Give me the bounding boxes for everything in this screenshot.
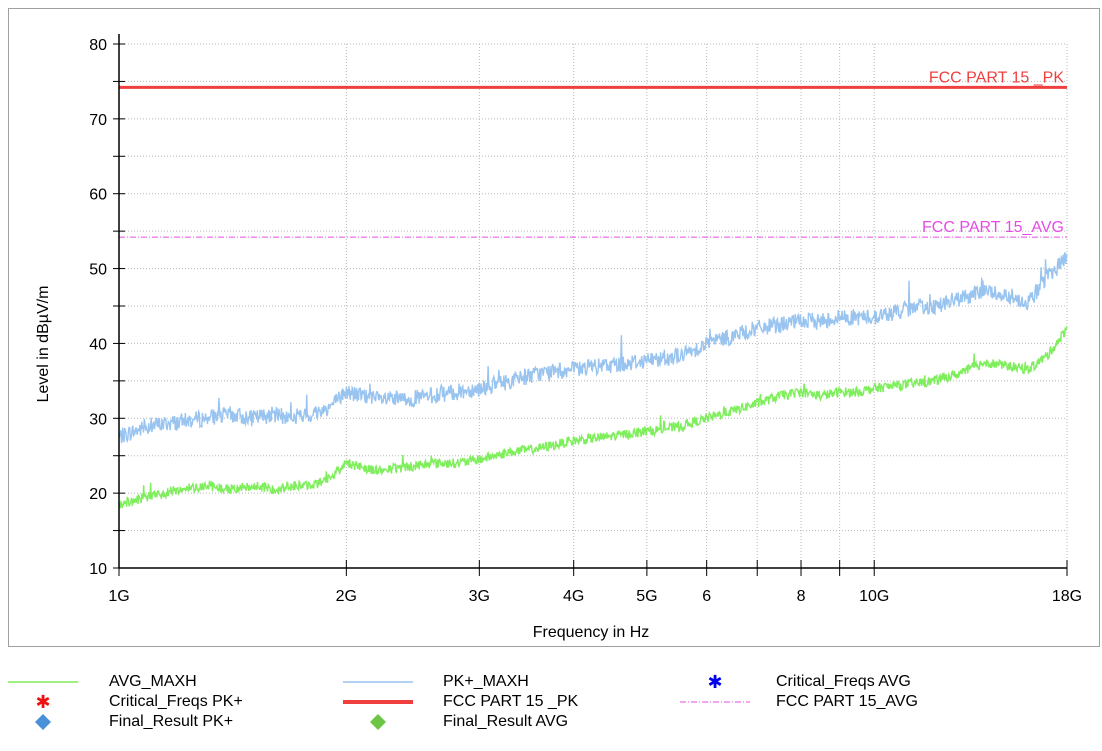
plot-frame: FCC PART 15 _PK FCC PART 15_AVG 10 20 30 40 5… <box>8 8 1100 647</box>
x-tick-label: 18G <box>1052 588 1082 605</box>
y-tick-label: 70 <box>89 112 107 129</box>
diamond-icon <box>35 714 51 730</box>
x-tick-label: 8 <box>797 588 806 605</box>
legend-label: Final_Result PK+ <box>109 713 234 730</box>
series-layer <box>118 252 1068 509</box>
legend-label: PK+_MAXH <box>443 673 529 690</box>
legend-swatch-fcc-pk <box>343 700 413 704</box>
legend-label: AVG_MAXH <box>109 673 197 690</box>
y-tick-label: 30 <box>89 411 107 428</box>
x-tick-label: 6 <box>702 588 711 605</box>
x-tick-label: 5G <box>636 588 657 605</box>
y-tick-label: 80 <box>89 37 107 54</box>
y-tick-label: 40 <box>89 336 107 353</box>
y-tick-label: 10 <box>89 561 107 578</box>
diamond-icon <box>370 714 386 730</box>
legend-label: Critical_Freqs AVG <box>776 673 911 690</box>
limit-layer: FCC PART 15 _PK FCC PART 15_AVG <box>119 69 1067 238</box>
y-tick-label: 60 <box>89 187 107 204</box>
series-line <box>118 252 1068 444</box>
y-tick-label: 50 <box>89 262 107 279</box>
asterisk-icon: ✱ <box>707 672 722 692</box>
legend: AVG_MAXH PK+_MAXH ✱ Critical_Freqs AVG ✱… <box>0 672 1102 751</box>
emission-chart: FCC PART 15 _PK FCC PART 15_AVG 10 20 30 40 5… <box>35 34 1082 641</box>
legend-label: FCC PART 15_AVG <box>776 693 918 710</box>
legend-swatch-fcc-avg <box>680 701 750 703</box>
svg-text:✱: ✱ <box>35 692 50 712</box>
legend-label: Final_Result AVG <box>443 713 569 730</box>
asterisk-icon: ✱ <box>35 692 50 712</box>
x-axis-title: Frequency in Hz <box>533 624 650 641</box>
x-tick-label: 10G <box>859 588 889 605</box>
limit-label: FCC PART 15 _PK <box>929 69 1064 86</box>
x-tick-label: 3G <box>469 588 490 605</box>
y-tick-label: 20 <box>89 486 107 503</box>
legend-label: Critical_Freqs PK+ <box>109 693 243 710</box>
legend-swatch-avg-maxh <box>8 681 78 683</box>
y-axis-title: Level in dBµV/m <box>35 286 52 403</box>
limit-label: FCC PART 15_AVG <box>922 219 1064 236</box>
x-tick-label: 2G <box>336 588 357 605</box>
x-tick-label: 1G <box>108 588 129 605</box>
axis-layer: 10 20 30 40 50 60 70 80 1G 2G 3G 4G 5G 6 8 10G 18G <box>89 34 1082 605</box>
svg-text:✱: ✱ <box>707 672 722 692</box>
series-line <box>118 326 1068 509</box>
x-tick-label: 4G <box>563 588 584 605</box>
legend-swatch-pk-maxh <box>343 681 413 683</box>
legend-label: FCC PART 15 _PK <box>443 693 579 710</box>
